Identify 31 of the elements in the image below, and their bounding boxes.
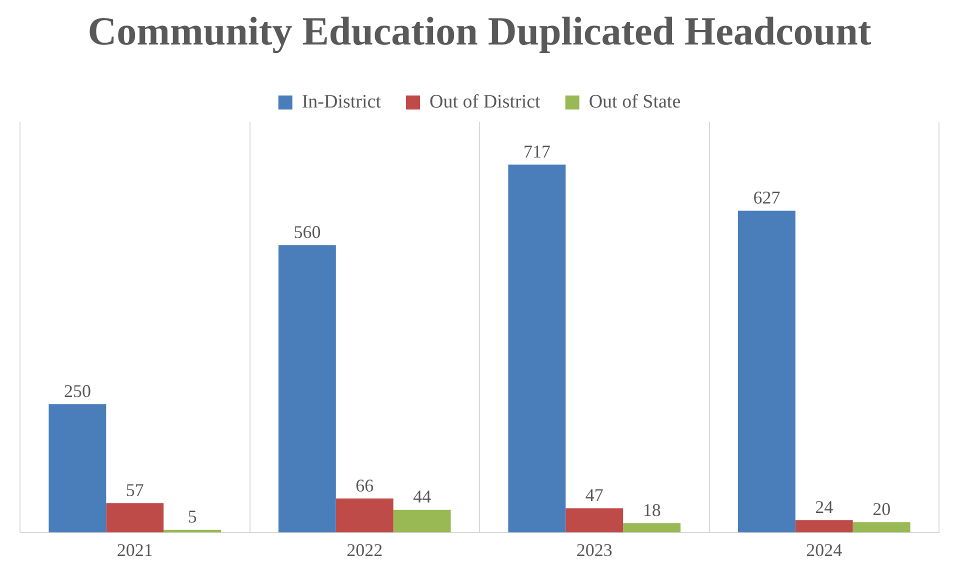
chart-title: Community Education Duplicated Headcount <box>88 8 872 54</box>
data-label: 5 <box>188 506 197 527</box>
bar <box>106 503 164 532</box>
bar <box>852 522 910 532</box>
data-label: 20 <box>872 498 891 519</box>
legend-label: Out of State <box>588 91 681 112</box>
x-tick-label: 2021 <box>116 540 153 560</box>
data-label: 627 <box>753 187 780 208</box>
bar <box>336 498 394 532</box>
legend-label: Out of District <box>430 91 542 112</box>
bar <box>393 510 451 532</box>
bar <box>566 508 624 532</box>
data-label: 47 <box>585 485 604 506</box>
bar <box>623 523 681 532</box>
data-label: 57 <box>126 480 144 500</box>
legend-label: In-District <box>302 91 382 112</box>
data-label: 560 <box>294 222 321 242</box>
data-label: 250 <box>64 380 91 401</box>
data-label: 717 <box>523 141 550 162</box>
x-tick-label: 2022 <box>346 540 383 560</box>
bar <box>278 245 336 532</box>
bar <box>795 520 853 532</box>
x-tick-label: 2023 <box>576 540 612 560</box>
bar <box>738 210 796 532</box>
data-label: 18 <box>642 500 661 520</box>
bar <box>508 164 566 532</box>
data-label: 44 <box>413 486 432 507</box>
data-label: 66 <box>356 475 374 496</box>
bar <box>48 404 106 532</box>
x-tick-label: 2024 <box>806 540 842 560</box>
data-label: 24 <box>815 496 834 517</box>
